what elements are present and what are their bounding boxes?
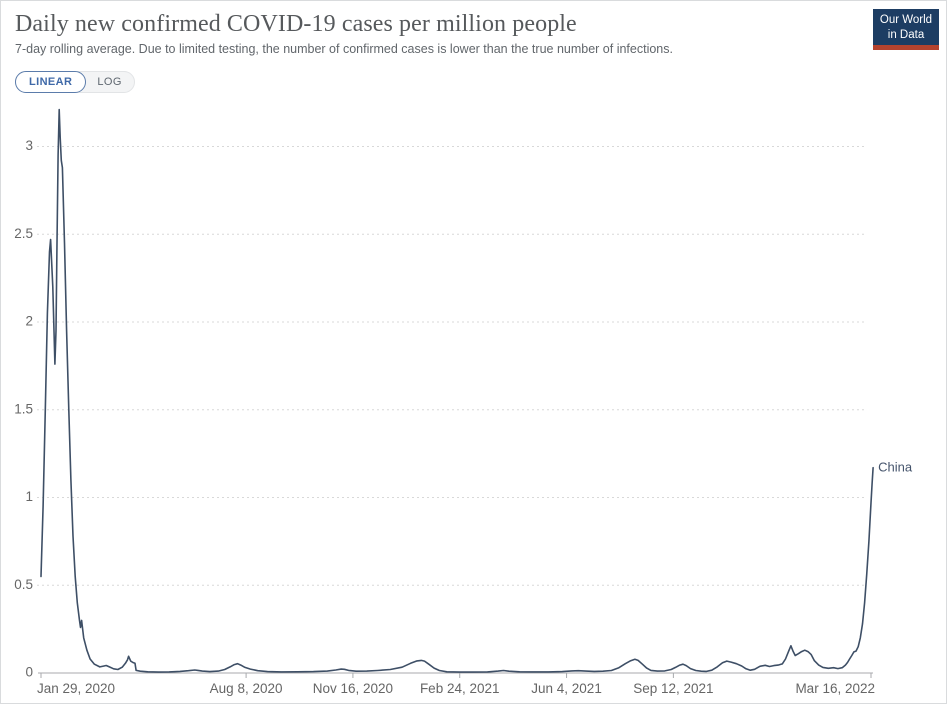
page-title: Daily new confirmed COVID-19 cases per m… <box>15 11 577 37</box>
y-axis-tick-label: 1.5 <box>14 401 33 416</box>
x-axis-tick-label: Aug 8, 2020 <box>210 681 283 696</box>
x-axis-tick-label: Mar 16, 2022 <box>795 681 875 696</box>
series-entity-label: China <box>878 460 913 475</box>
chart-subtitle: 7-day rolling average. Due to limited te… <box>15 42 673 57</box>
x-axis-tick-label: Feb 24, 2021 <box>420 681 500 696</box>
owid-logo: Our World in Data <box>873 9 939 51</box>
y-axis-tick-label: 3 <box>25 138 33 153</box>
x-axis-tick-label: Nov 16, 2020 <box>313 681 393 696</box>
china-series-line[interactable] <box>40 108 874 673</box>
y-axis-tick-label: 1 <box>25 489 33 504</box>
x-axis-tick-label: Jun 4, 2021 <box>531 681 602 696</box>
scale-toggle: LINEAR LOG <box>15 71 135 93</box>
y-axis-tick-label: 0.5 <box>14 577 33 592</box>
owid-logo-line2: in Data <box>887 28 925 41</box>
log-scale-button[interactable]: LOG <box>85 72 133 92</box>
y-axis-tick-label: 0 <box>25 665 33 680</box>
x-axis-tick-label: Jan 29, 2020 <box>37 681 115 696</box>
y-axis-tick-label: 2 <box>25 314 33 329</box>
y-axis-tick-label: 2.5 <box>14 226 33 241</box>
owid-logo-line1: Our World <box>879 14 933 26</box>
linear-scale-button[interactable]: LINEAR <box>15 71 87 93</box>
x-axis-tick-label: Sep 12, 2021 <box>633 681 713 696</box>
